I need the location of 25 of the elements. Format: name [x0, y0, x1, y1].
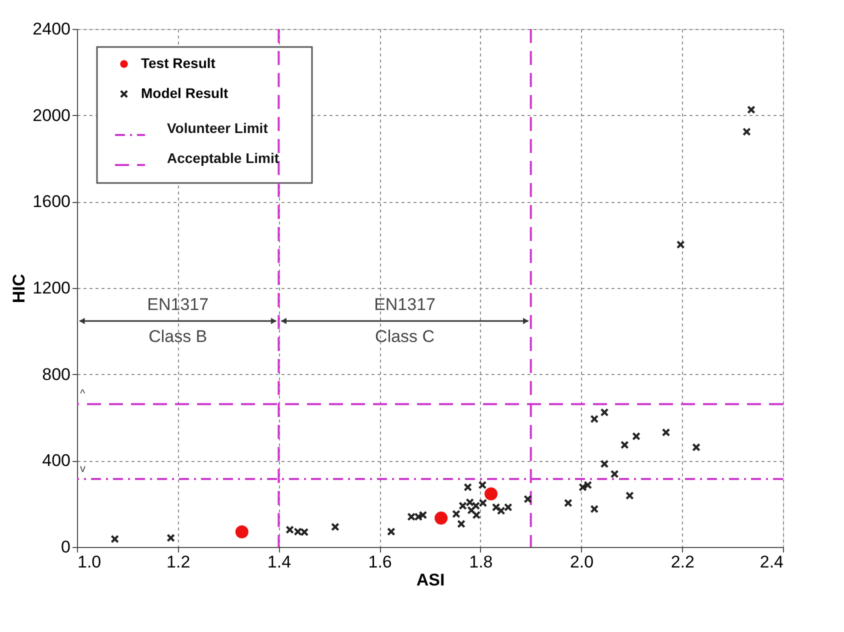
y-tick-label: 0: [61, 538, 70, 556]
y-tick-label: 1200: [32, 278, 70, 298]
annotation: v: [80, 463, 86, 476]
x-tick-label: 1.4: [267, 552, 292, 572]
y-tick-label: 800: [42, 364, 70, 384]
x-tick-label: 1.0: [78, 552, 102, 572]
y-tick-label: 1600: [32, 192, 70, 212]
x-axis-title: ASI: [416, 570, 445, 590]
annotation: EN1317 Class B: [147, 295, 209, 346]
y-axis-title: HIC: [10, 274, 29, 304]
annotation: EN1317 Class C: [374, 295, 436, 346]
annotation: ^: [80, 388, 86, 400]
x-tick-label: 1.2: [166, 552, 190, 572]
x-tick-label: 1.8: [469, 552, 493, 572]
x-tick-label: 2.0: [570, 552, 594, 572]
y-tick-label: 2400: [32, 20, 70, 38]
legend-label: Test Result: [141, 55, 216, 71]
legend-label: Acceptable Limit: [167, 150, 280, 166]
legend-label: Volunteer Limit: [167, 120, 268, 136]
x-tick-label: 2.4: [760, 552, 784, 572]
x-tick-label: 1.6: [368, 552, 392, 572]
x-tick-label: 2.2: [670, 552, 694, 572]
y-tick-label: 400: [42, 451, 70, 470]
y-tick-label: 2000: [32, 106, 70, 125]
legend-label: Model Result: [141, 85, 228, 101]
